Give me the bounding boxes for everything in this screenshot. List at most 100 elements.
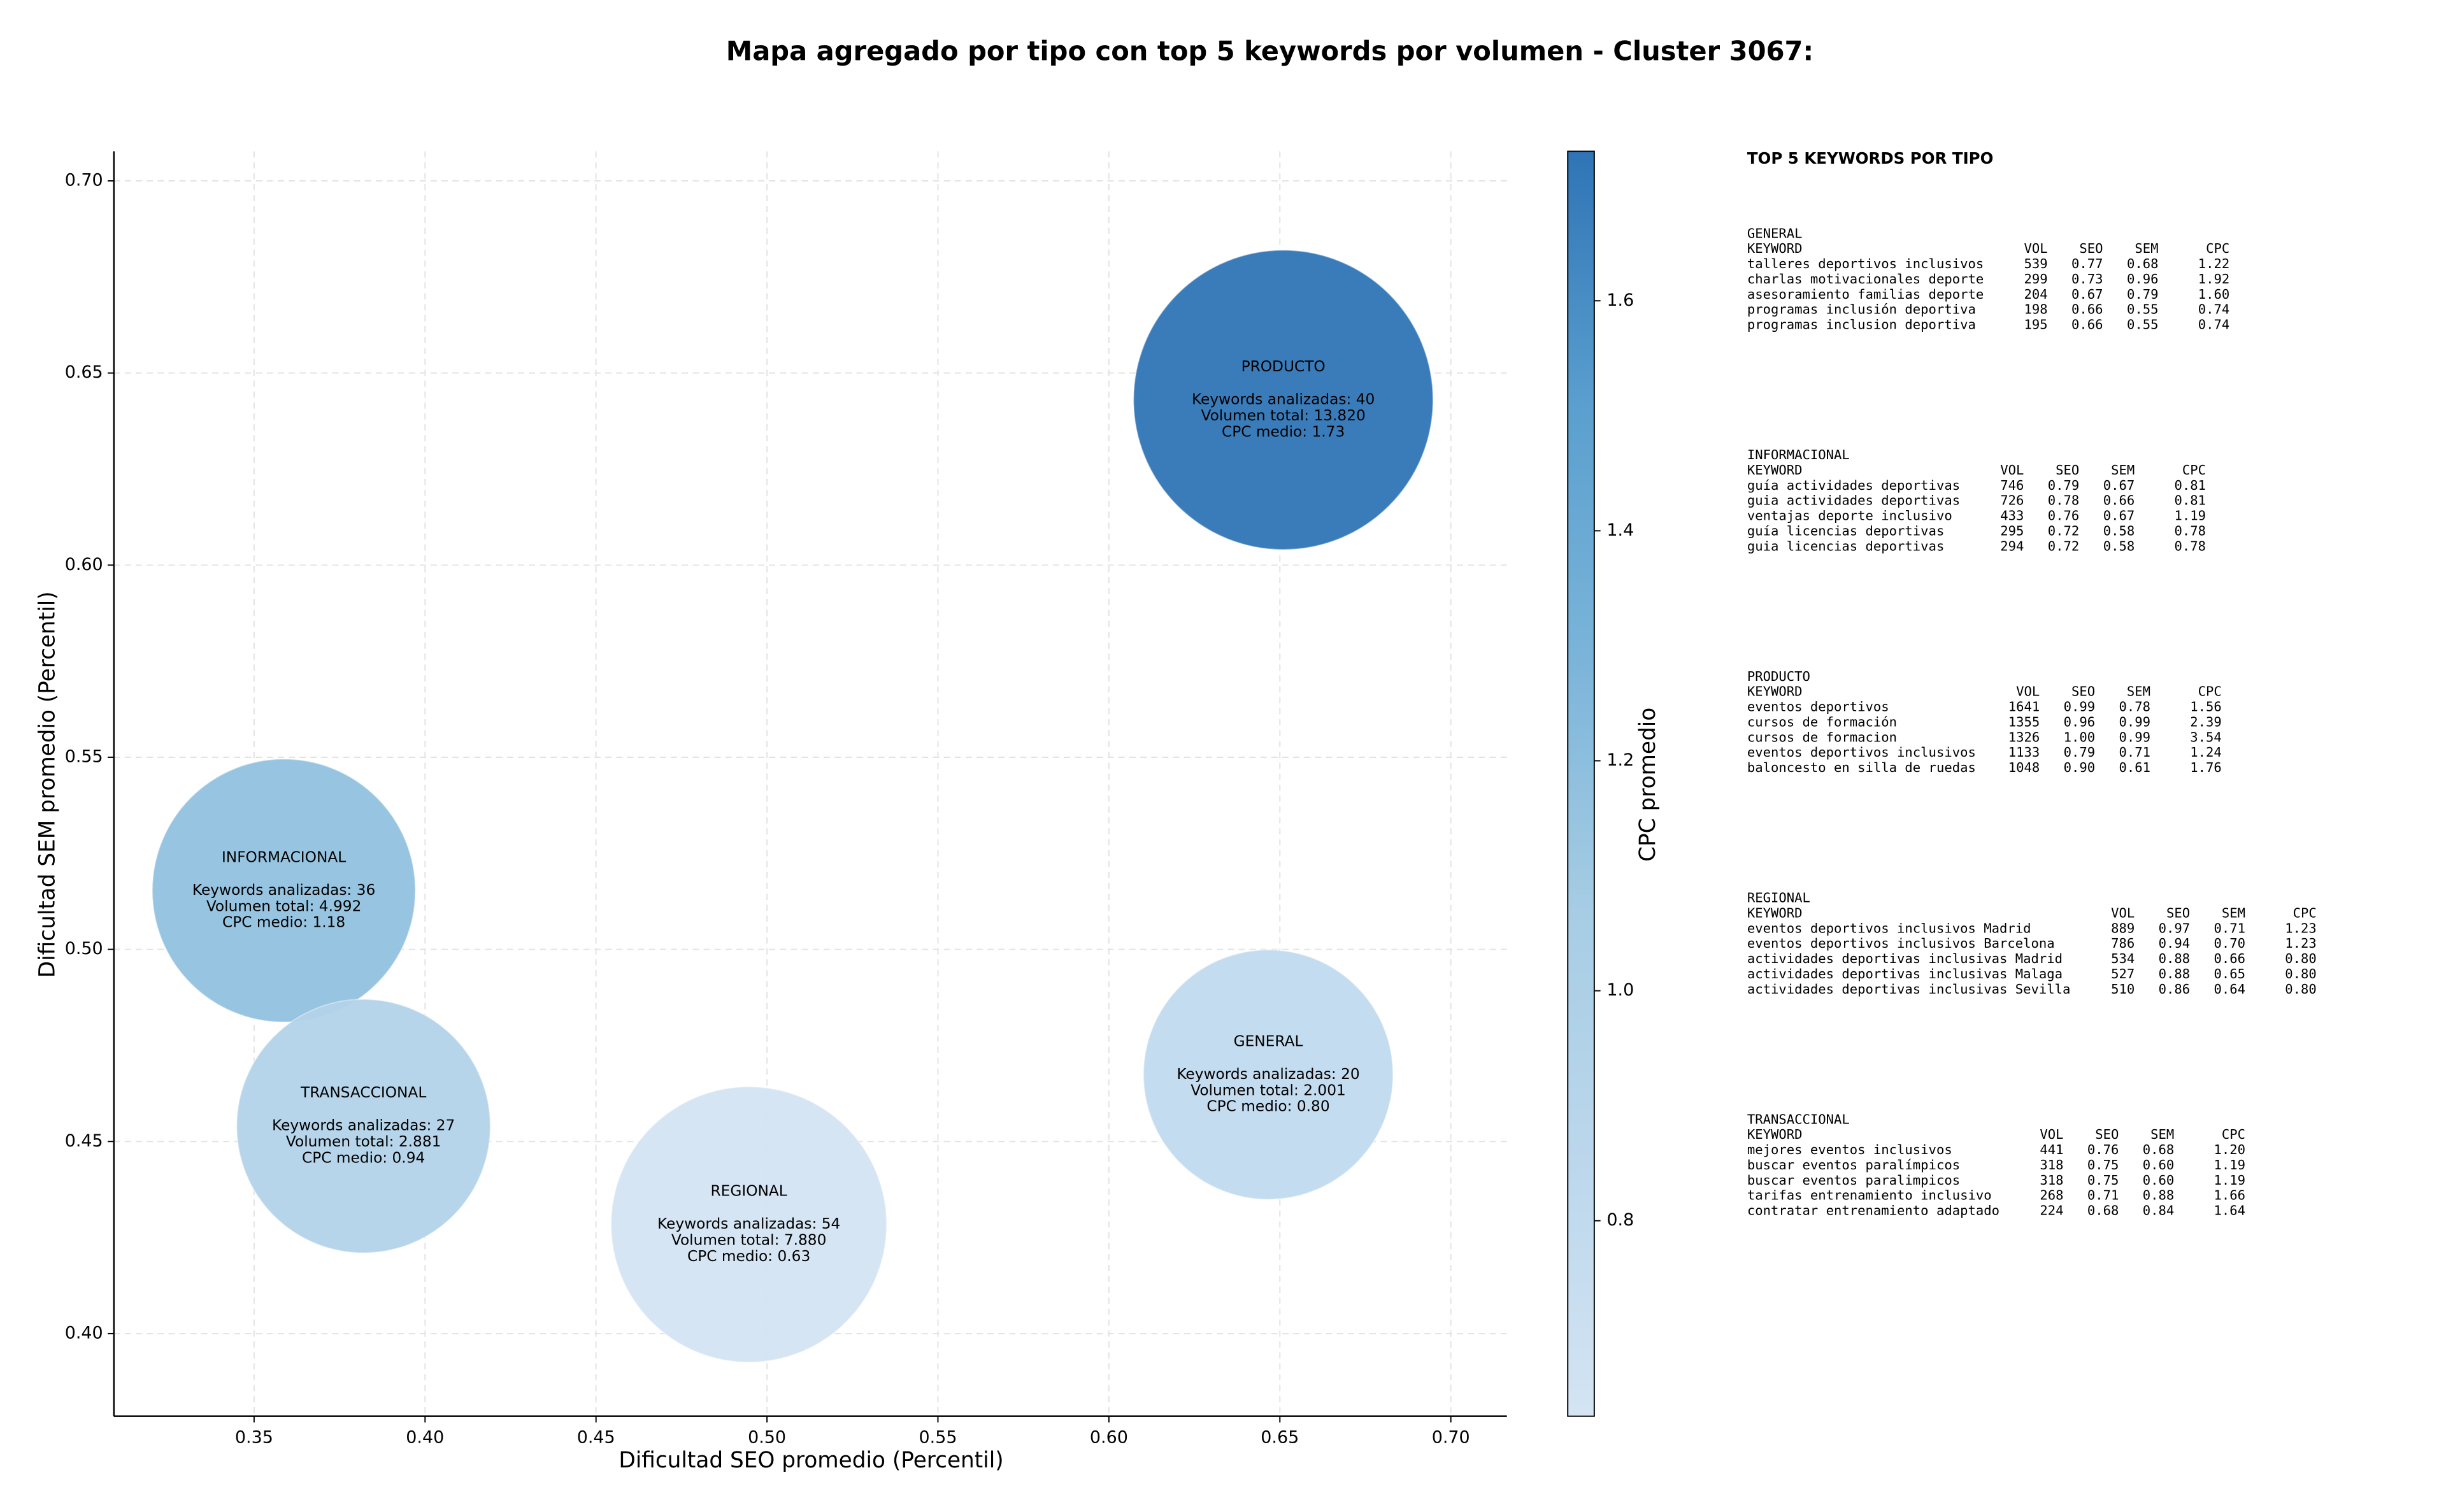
table-header: SEM [2127, 684, 2150, 699]
table-cell: 1.24 [2190, 745, 2222, 760]
table-cell: 0.68 [2143, 1142, 2175, 1157]
table-header: KEYWORD [1747, 241, 1803, 256]
table-cell: eventos deportivos inclusivos [1747, 745, 1976, 760]
table-cell: 0.99 [2064, 699, 2096, 715]
bubble-label: Keywords analizadas: 27 [272, 1117, 455, 1134]
table-cell: 1.00 [2064, 729, 2096, 745]
chart-title: Mapa agregado por tipo con top 5 keyword… [726, 35, 1813, 66]
table-header: SEO [2079, 241, 2103, 256]
bubble-label: Keywords analizadas: 20 [1177, 1066, 1359, 1083]
table-cell: 0.81 [2174, 493, 2206, 508]
table-cell: 3.54 [2190, 729, 2222, 745]
table-cell: 539 [2024, 256, 2048, 271]
table-cell: baloncesto en silla de ruedas [1747, 760, 1976, 775]
table-cell: 1355 [2008, 714, 2040, 729]
y-tick-label: 0.65 [65, 362, 103, 382]
table-header: VOL [2040, 1127, 2063, 1142]
table-cell: 0.65 [2214, 966, 2246, 981]
panel-title: TOP 5 KEYWORDS POR TIPO [1747, 149, 1994, 168]
table-cell: guía actividades deportivas [1747, 478, 1960, 493]
table-cell: 1641 [2008, 699, 2040, 715]
table-cell: 0.74 [2198, 302, 2230, 317]
x-tick-label: 0.50 [748, 1427, 786, 1447]
table-header: CPC [2222, 1127, 2245, 1142]
x-tick-label: 0.45 [577, 1427, 615, 1447]
table-cell: 0.79 [2127, 287, 2159, 302]
table-cell: actividades deportivas inclusivas Madrid [1747, 951, 2063, 966]
colorbar-label: CPC promedio [1635, 708, 1661, 862]
table-header: VOL [2000, 462, 2024, 478]
bubble-label: CPC medio: 1.73 [1222, 423, 1345, 440]
table-cell: 1133 [2008, 745, 2040, 760]
table-cell: 527 [2111, 966, 2135, 981]
table-cell: 0.75 [2087, 1173, 2119, 1188]
table-cell: 1.23 [2285, 920, 2317, 936]
table-cell: 0.72 [2048, 523, 2080, 538]
table-cell: guía licencias deportivas [1747, 523, 1945, 538]
table-cell: 0.71 [2119, 745, 2151, 760]
table-cell: tarifas entrenamiento inclusivo [1747, 1188, 1992, 1203]
table-header: KEYWORD [1747, 462, 1803, 478]
bubble [610, 1086, 887, 1363]
table-cell: 318 [2040, 1173, 2063, 1188]
table-cell: actividades deportivas inclusivas Malaga [1747, 966, 2063, 981]
table-cell: 0.66 [2071, 302, 2103, 317]
table-cell: 299 [2024, 271, 2048, 287]
table-cell: 0.75 [2087, 1157, 2119, 1173]
table-header: SEO [2071, 684, 2095, 699]
table-cell: 268 [2040, 1188, 2063, 1203]
colorbar-tick-label: 1.6 [1606, 290, 1634, 310]
table-cell: 0.66 [2103, 493, 2135, 508]
bubble-label: Keywords analizadas: 54 [657, 1215, 840, 1232]
table-cell: 441 [2040, 1142, 2063, 1157]
table-cell: 0.94 [2159, 936, 2191, 951]
table-cell: 1.19 [2214, 1157, 2246, 1173]
table-cell: 0.97 [2159, 920, 2191, 936]
bubble-label: Keywords analizadas: 36 [192, 881, 375, 899]
group-title: INFORMACIONAL [1747, 447, 1850, 462]
table-cell: 0.68 [2127, 256, 2159, 271]
bubble [236, 999, 491, 1254]
y-tick-label: 0.55 [65, 746, 103, 766]
table-cell: 0.78 [2174, 538, 2206, 553]
table-cell: 0.99 [2119, 714, 2151, 729]
table-cell: 1.19 [2174, 508, 2206, 524]
table-cell: 0.66 [2214, 951, 2246, 966]
colorbar-tick-label: 0.8 [1606, 1210, 1634, 1230]
table-cell: 0.88 [2159, 951, 2191, 966]
table-header: SEM [2150, 1127, 2174, 1142]
colorbar-tick-label: 1.2 [1606, 750, 1634, 770]
colorbar-tick-label: 1.4 [1606, 520, 1634, 540]
table-cell: charlas motivacionales deporte [1747, 271, 1984, 287]
bubble-name: PRODUCTO [1241, 358, 1326, 375]
table-cell: 0.72 [2048, 538, 2080, 553]
table-cell: 0.71 [2087, 1188, 2119, 1203]
table-cell: contratar entrenamiento adaptado [1747, 1203, 1999, 1218]
table-header: KEYWORD [1747, 905, 1803, 920]
table-cell: eventos deportivos [1747, 699, 1889, 715]
table-header: VOL [2016, 684, 2040, 699]
y-axis-label: Dificultad SEM promedio (Percentil) [34, 591, 60, 978]
x-tick-label: 0.65 [1261, 1427, 1299, 1447]
table-header: CPC [2182, 462, 2206, 478]
table-cell: cursos de formacion [1747, 729, 1897, 745]
bubble-label: CPC medio: 1.18 [222, 914, 345, 931]
table-header: CPC [2198, 684, 2222, 699]
table-header: VOL [2111, 905, 2135, 920]
table-cell: 0.80 [2285, 981, 2317, 997]
table-cell: 0.67 [2071, 287, 2103, 302]
bubble-name: GENERAL [1234, 1032, 1303, 1050]
table-cell: 2.39 [2190, 714, 2222, 729]
table-cell: 1.56 [2190, 699, 2222, 715]
table-cell: ventajas deporte inclusivo [1747, 508, 1952, 524]
table-cell: 534 [2111, 951, 2135, 966]
table-cell: 1.22 [2198, 256, 2230, 271]
table-header: SEO [2166, 905, 2190, 920]
table-cell: 1.76 [2190, 760, 2222, 775]
table-cell: 0.55 [2127, 302, 2159, 317]
bubble [152, 758, 417, 1023]
table-cell: 0.71 [2214, 920, 2246, 936]
table-header: SEM [2222, 905, 2245, 920]
x-tick-label: 0.60 [1090, 1427, 1128, 1447]
